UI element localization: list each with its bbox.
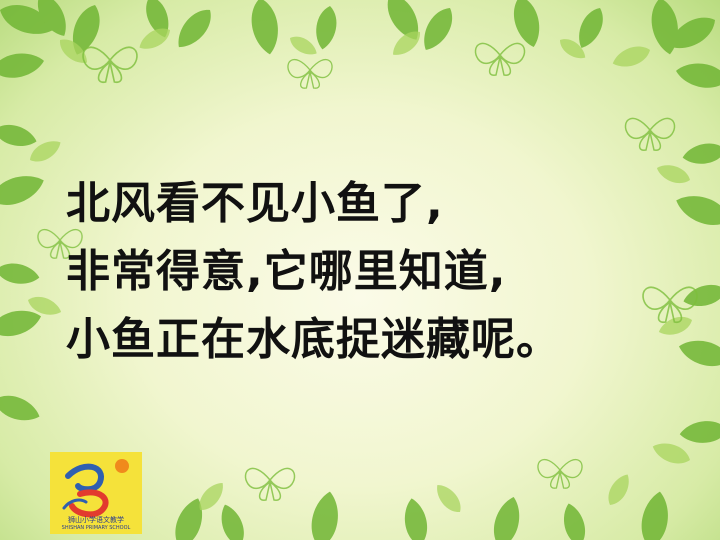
poem-line-3: 小鱼正在水底捉迷藏呢。 [66,314,561,365]
logo-emblem-icon [62,459,129,518]
poem-text: 北风看不见小鱼了, 非常得意,它哪里知道, 小鱼正在水底捉迷藏呢。 [66,170,686,374]
logo-name: 狮山小学语文教学 [68,516,124,524]
poem-line-1: 北风看不见小鱼了, [66,178,444,229]
school-logo: 狮山小学语文教学 SHISHAN PRIMARY SCHOOL [50,452,142,534]
logo-subtitle: SHISHAN PRIMARY SCHOOL [61,525,131,531]
poem-line-2: 非常得意,它哪里知道, [66,246,507,297]
